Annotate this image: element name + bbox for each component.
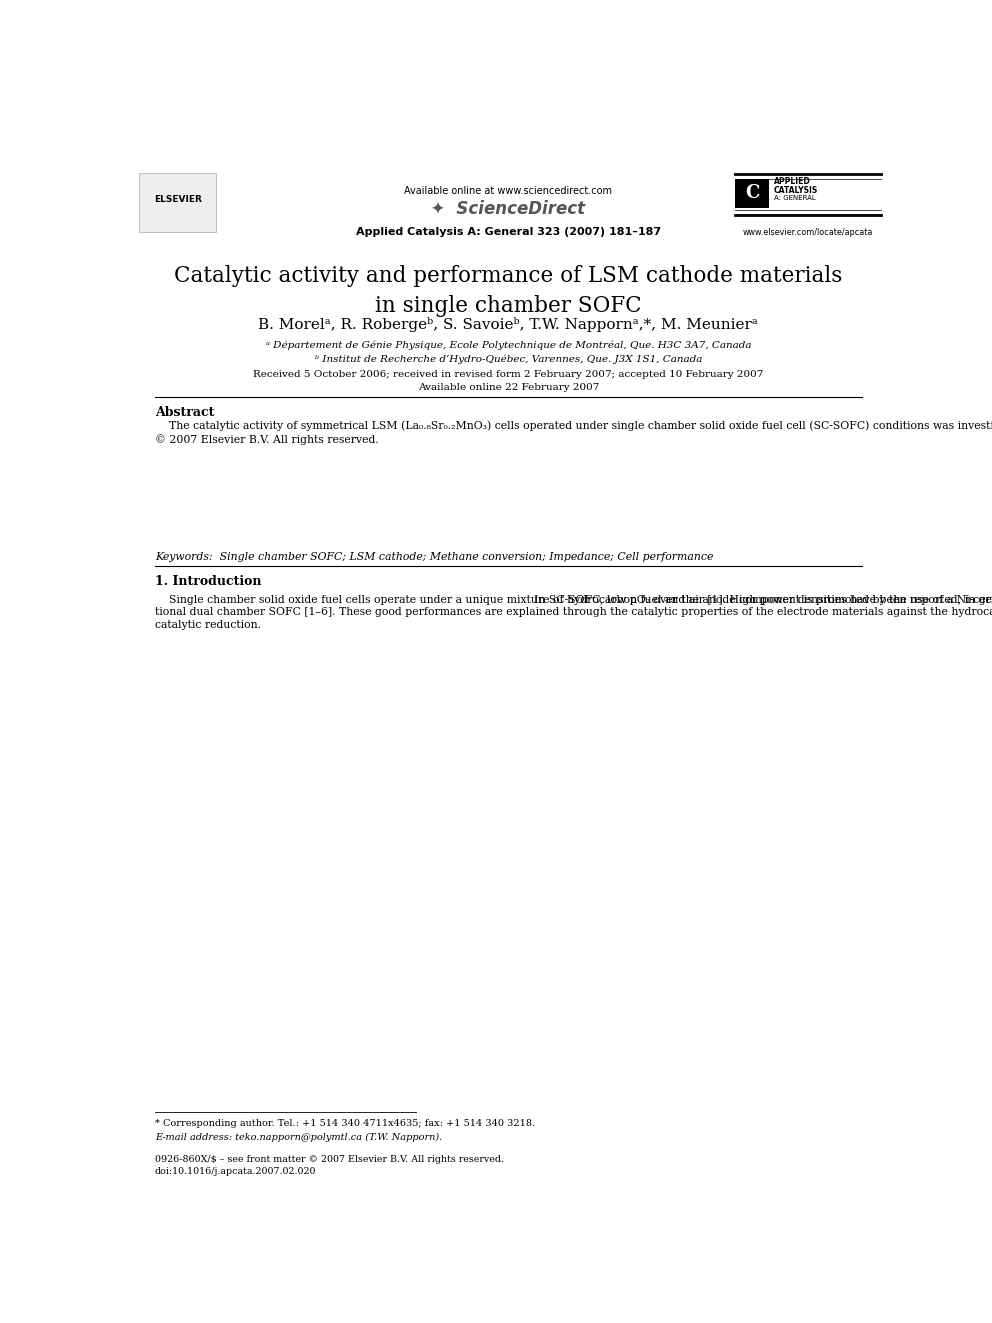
Bar xyxy=(735,179,769,208)
Text: APPLIED: APPLIED xyxy=(774,177,810,187)
Text: * Corresponding author. Tel.: +1 514 340 4711x4635; fax: +1 514 340 3218.: * Corresponding author. Tel.: +1 514 340… xyxy=(155,1119,535,1129)
Text: B. Morelᵃ, R. Robergeᵇ, S. Savoieᵇ, T.W. Nappornᵃ,*, M. Meunierᵃ: B. Morelᵃ, R. Robergeᵇ, S. Savoieᵇ, T.W.… xyxy=(259,316,758,332)
Text: Available online 22 February 2007: Available online 22 February 2007 xyxy=(418,382,599,392)
Text: doi:10.1016/j.apcata.2007.02.020: doi:10.1016/j.apcata.2007.02.020 xyxy=(155,1167,316,1176)
Text: CATALYSIS: CATALYSIS xyxy=(774,187,817,196)
Text: Single chamber solid oxide fuel cells operate under a unique mixture of hydrocar: Single chamber solid oxide fuel cells op… xyxy=(155,595,992,630)
Text: The catalytic activity of symmetrical LSM (La₀.₈Sr₀.₂MnO₃) cells operated under : The catalytic activity of symmetrical LS… xyxy=(155,421,992,445)
Bar xyxy=(139,173,216,232)
Text: 0926-860X/$ – see front matter © 2007 Elsevier B.V. All rights reserved.: 0926-860X/$ – see front matter © 2007 El… xyxy=(155,1155,504,1164)
Text: Catalytic activity and performance of LSM cathode materials
in single chamber SO: Catalytic activity and performance of LS… xyxy=(175,265,842,318)
Text: A: GENERAL: A: GENERAL xyxy=(774,196,815,201)
Text: ᵃ Département de Génie Physique, Ecole Polytechnique de Montréal, Que. H3C 3A7, : ᵃ Département de Génie Physique, Ecole P… xyxy=(266,340,751,349)
Text: Received 5 October 2006; received in revised form 2 February 2007; accepted 10 F: Received 5 October 2006; received in rev… xyxy=(253,369,764,378)
Text: Available online at www.sciencedirect.com: Available online at www.sciencedirect.co… xyxy=(405,187,612,196)
Text: www.elsevier.com/locate/apcata: www.elsevier.com/locate/apcata xyxy=(743,228,873,237)
Text: Keywords:  Single chamber SOFC; LSM cathode; Methane conversion; Impedance; Cell: Keywords: Single chamber SOFC; LSM catho… xyxy=(155,552,713,562)
Text: Abstract: Abstract xyxy=(155,406,214,419)
Text: 1. Introduction: 1. Introduction xyxy=(155,576,261,589)
Text: ᵇ Institut de Recherche d’Hydro-Québec, Varennes, Que. J3X 1S1, Canada: ᵇ Institut de Recherche d’Hydro-Québec, … xyxy=(314,355,702,364)
Text: ✦  ScienceDirect: ✦ ScienceDirect xyxy=(432,200,585,217)
Text: C: C xyxy=(745,184,759,202)
Text: E-mail address: teko.napporn@polymtl.ca (T.W. Napporn).: E-mail address: teko.napporn@polymtl.ca … xyxy=(155,1132,442,1142)
Text: ELSEVIER: ELSEVIER xyxy=(154,194,201,204)
Text: In SC-SOFC, low pO₂ over the anode component is promoted by the use of a Ni-cerm: In SC-SOFC, low pO₂ over the anode compo… xyxy=(520,595,992,606)
Text: Applied Catalysis A: General 323 (2007) 181–187: Applied Catalysis A: General 323 (2007) … xyxy=(356,228,661,237)
